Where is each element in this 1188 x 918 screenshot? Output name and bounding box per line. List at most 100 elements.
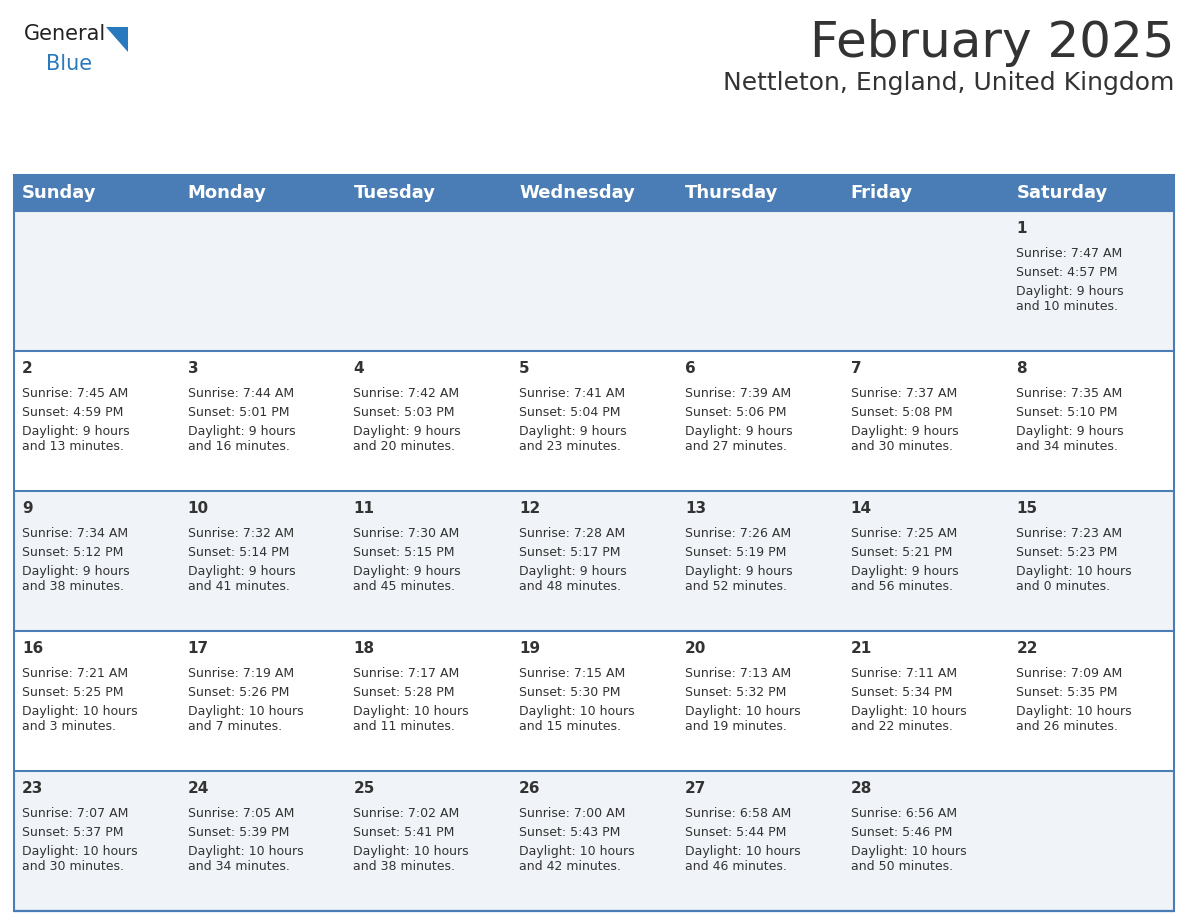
- Text: Sunset: 5:26 PM: Sunset: 5:26 PM: [188, 686, 289, 699]
- Text: Daylight: 9 hours
and 20 minutes.: Daylight: 9 hours and 20 minutes.: [353, 425, 461, 453]
- Text: 5: 5: [519, 361, 530, 376]
- Text: Sunset: 5:44 PM: Sunset: 5:44 PM: [684, 826, 786, 839]
- Text: Sunrise: 7:41 AM: Sunrise: 7:41 AM: [519, 387, 625, 400]
- Text: Sunrise: 7:34 AM: Sunrise: 7:34 AM: [23, 527, 128, 540]
- Text: Sunrise: 7:02 AM: Sunrise: 7:02 AM: [353, 807, 460, 820]
- Text: Sunrise: 7:00 AM: Sunrise: 7:00 AM: [519, 807, 626, 820]
- Text: Sunset: 5:25 PM: Sunset: 5:25 PM: [23, 686, 124, 699]
- Text: Daylight: 9 hours
and 10 minutes.: Daylight: 9 hours and 10 minutes.: [1016, 285, 1124, 313]
- Text: Sunrise: 7:07 AM: Sunrise: 7:07 AM: [23, 807, 128, 820]
- Text: Sunrise: 7:28 AM: Sunrise: 7:28 AM: [519, 527, 625, 540]
- Text: Daylight: 10 hours
and 42 minutes.: Daylight: 10 hours and 42 minutes.: [519, 845, 634, 873]
- Bar: [14, 175, 1174, 911]
- Text: 6: 6: [684, 361, 696, 376]
- Text: Sunset: 5:19 PM: Sunset: 5:19 PM: [684, 546, 786, 559]
- Text: 7: 7: [851, 361, 861, 376]
- Text: 4: 4: [353, 361, 364, 376]
- Text: Saturday: Saturday: [1016, 184, 1107, 202]
- Text: Daylight: 10 hours
and 3 minutes.: Daylight: 10 hours and 3 minutes.: [23, 705, 138, 733]
- Text: Sunrise: 7:45 AM: Sunrise: 7:45 AM: [23, 387, 128, 400]
- Text: Sunset: 5:34 PM: Sunset: 5:34 PM: [851, 686, 952, 699]
- Text: Sunset: 5:01 PM: Sunset: 5:01 PM: [188, 406, 289, 419]
- Text: Daylight: 9 hours
and 27 minutes.: Daylight: 9 hours and 27 minutes.: [684, 425, 792, 453]
- Bar: [14, 631, 1174, 771]
- Text: Daylight: 9 hours
and 16 minutes.: Daylight: 9 hours and 16 minutes.: [188, 425, 296, 453]
- Text: Sunset: 5:06 PM: Sunset: 5:06 PM: [684, 406, 786, 419]
- Text: Daylight: 10 hours
and 22 minutes.: Daylight: 10 hours and 22 minutes.: [851, 705, 966, 733]
- Text: Daylight: 9 hours
and 41 minutes.: Daylight: 9 hours and 41 minutes.: [188, 565, 296, 593]
- Bar: [14, 771, 1174, 911]
- Text: February 2025: February 2025: [809, 19, 1174, 67]
- Text: Daylight: 10 hours
and 50 minutes.: Daylight: 10 hours and 50 minutes.: [851, 845, 966, 873]
- Text: Daylight: 10 hours
and 38 minutes.: Daylight: 10 hours and 38 minutes.: [353, 845, 469, 873]
- Text: Sunset: 5:03 PM: Sunset: 5:03 PM: [353, 406, 455, 419]
- Text: 1: 1: [1016, 221, 1026, 236]
- Text: 13: 13: [684, 501, 706, 516]
- Text: 2: 2: [23, 361, 33, 376]
- Text: Daylight: 9 hours
and 23 minutes.: Daylight: 9 hours and 23 minutes.: [519, 425, 627, 453]
- Text: Sunrise: 7:19 AM: Sunrise: 7:19 AM: [188, 667, 293, 680]
- Text: Tuesday: Tuesday: [353, 184, 436, 202]
- Text: Sunset: 5:39 PM: Sunset: 5:39 PM: [188, 826, 289, 839]
- Text: Daylight: 10 hours
and 26 minutes.: Daylight: 10 hours and 26 minutes.: [1016, 705, 1132, 733]
- Text: Daylight: 10 hours
and 11 minutes.: Daylight: 10 hours and 11 minutes.: [353, 705, 469, 733]
- Text: Friday: Friday: [851, 184, 912, 202]
- Text: Sunrise: 7:37 AM: Sunrise: 7:37 AM: [851, 387, 956, 400]
- Text: 22: 22: [1016, 641, 1038, 656]
- Text: Daylight: 9 hours
and 38 minutes.: Daylight: 9 hours and 38 minutes.: [23, 565, 129, 593]
- Text: 15: 15: [1016, 501, 1037, 516]
- Text: Daylight: 10 hours
and 19 minutes.: Daylight: 10 hours and 19 minutes.: [684, 705, 801, 733]
- Text: Sunrise: 7:09 AM: Sunrise: 7:09 AM: [1016, 667, 1123, 680]
- Text: Daylight: 9 hours
and 48 minutes.: Daylight: 9 hours and 48 minutes.: [519, 565, 627, 593]
- Text: Sunrise: 7:25 AM: Sunrise: 7:25 AM: [851, 527, 956, 540]
- Bar: [14, 175, 1174, 211]
- Polygon shape: [106, 27, 128, 52]
- Text: Daylight: 10 hours
and 0 minutes.: Daylight: 10 hours and 0 minutes.: [1016, 565, 1132, 593]
- Text: 27: 27: [684, 781, 706, 796]
- Text: Sunrise: 7:39 AM: Sunrise: 7:39 AM: [684, 387, 791, 400]
- Text: Sunset: 5:10 PM: Sunset: 5:10 PM: [1016, 406, 1118, 419]
- Text: Daylight: 10 hours
and 46 minutes.: Daylight: 10 hours and 46 minutes.: [684, 845, 801, 873]
- Text: Sunrise: 7:11 AM: Sunrise: 7:11 AM: [851, 667, 956, 680]
- Text: 19: 19: [519, 641, 541, 656]
- Text: Sunrise: 7:15 AM: Sunrise: 7:15 AM: [519, 667, 625, 680]
- Text: Sunrise: 6:58 AM: Sunrise: 6:58 AM: [684, 807, 791, 820]
- Text: Daylight: 9 hours
and 30 minutes.: Daylight: 9 hours and 30 minutes.: [851, 425, 959, 453]
- Text: Sunrise: 6:56 AM: Sunrise: 6:56 AM: [851, 807, 956, 820]
- Text: Sunset: 5:30 PM: Sunset: 5:30 PM: [519, 686, 620, 699]
- Text: Sunset: 5:04 PM: Sunset: 5:04 PM: [519, 406, 620, 419]
- Text: Daylight: 10 hours
and 34 minutes.: Daylight: 10 hours and 34 minutes.: [188, 845, 303, 873]
- Text: Nettleton, England, United Kingdom: Nettleton, England, United Kingdom: [722, 71, 1174, 95]
- Text: Sunset: 5:41 PM: Sunset: 5:41 PM: [353, 826, 455, 839]
- Bar: [14, 351, 1174, 491]
- Text: Monday: Monday: [188, 184, 266, 202]
- Text: Daylight: 9 hours
and 45 minutes.: Daylight: 9 hours and 45 minutes.: [353, 565, 461, 593]
- Text: Sunrise: 7:35 AM: Sunrise: 7:35 AM: [1016, 387, 1123, 400]
- Text: Sunset: 4:59 PM: Sunset: 4:59 PM: [23, 406, 124, 419]
- Text: 20: 20: [684, 641, 706, 656]
- Text: 9: 9: [23, 501, 32, 516]
- Text: Sunrise: 7:26 AM: Sunrise: 7:26 AM: [684, 527, 791, 540]
- Text: 18: 18: [353, 641, 374, 656]
- Text: 17: 17: [188, 641, 209, 656]
- Text: Daylight: 10 hours
and 15 minutes.: Daylight: 10 hours and 15 minutes.: [519, 705, 634, 733]
- Text: Sunrise: 7:47 AM: Sunrise: 7:47 AM: [1016, 247, 1123, 260]
- Text: 10: 10: [188, 501, 209, 516]
- Text: General: General: [24, 24, 106, 44]
- Text: Sunset: 5:32 PM: Sunset: 5:32 PM: [684, 686, 786, 699]
- Bar: [14, 491, 1174, 631]
- Text: 24: 24: [188, 781, 209, 796]
- Text: 14: 14: [851, 501, 872, 516]
- Text: Sunrise: 7:42 AM: Sunrise: 7:42 AM: [353, 387, 460, 400]
- Text: Sunset: 5:17 PM: Sunset: 5:17 PM: [519, 546, 620, 559]
- Text: Sunset: 5:23 PM: Sunset: 5:23 PM: [1016, 546, 1118, 559]
- Text: Daylight: 10 hours
and 7 minutes.: Daylight: 10 hours and 7 minutes.: [188, 705, 303, 733]
- Text: Sunrise: 7:13 AM: Sunrise: 7:13 AM: [684, 667, 791, 680]
- Text: 12: 12: [519, 501, 541, 516]
- Text: Sunset: 5:37 PM: Sunset: 5:37 PM: [23, 826, 124, 839]
- Text: Sunrise: 7:44 AM: Sunrise: 7:44 AM: [188, 387, 293, 400]
- Text: Sunset: 4:57 PM: Sunset: 4:57 PM: [1016, 266, 1118, 279]
- Text: Sunset: 5:43 PM: Sunset: 5:43 PM: [519, 826, 620, 839]
- Text: Daylight: 9 hours
and 56 minutes.: Daylight: 9 hours and 56 minutes.: [851, 565, 959, 593]
- Text: Sunset: 5:35 PM: Sunset: 5:35 PM: [1016, 686, 1118, 699]
